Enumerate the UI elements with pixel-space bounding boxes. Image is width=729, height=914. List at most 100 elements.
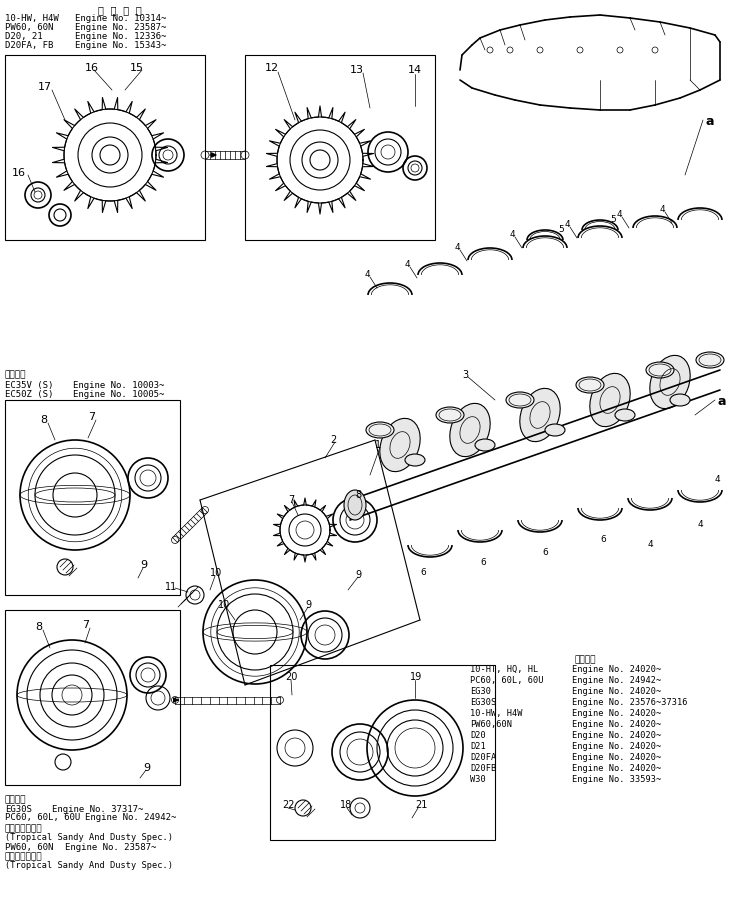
Text: EG30S: EG30S: [470, 698, 496, 707]
Text: 6: 6: [600, 535, 606, 544]
Text: (Tropical Sandy And Dusty Spec.): (Tropical Sandy And Dusty Spec.): [5, 861, 173, 870]
Text: 7: 7: [82, 620, 89, 630]
Text: 6: 6: [542, 548, 547, 557]
Text: 6: 6: [420, 568, 426, 577]
Text: D21: D21: [470, 742, 486, 751]
Text: 1: 1: [375, 440, 381, 450]
Text: 4: 4: [455, 243, 461, 252]
Ellipse shape: [506, 392, 534, 408]
Text: EC35V (S): EC35V (S): [5, 381, 53, 390]
Text: 4: 4: [660, 205, 666, 214]
Text: 4: 4: [715, 475, 721, 484]
Text: 16: 16: [12, 168, 26, 178]
Text: 11: 11: [165, 582, 177, 592]
Text: PW60, 60N: PW60, 60N: [5, 843, 53, 852]
Text: 22: 22: [282, 800, 295, 810]
Text: Engine No. 37317~: Engine No. 37317~: [52, 805, 144, 814]
Text: Engine No. 24020~: Engine No. 24020~: [572, 709, 661, 718]
Text: 5: 5: [558, 225, 564, 234]
Text: Engine No. 24020~: Engine No. 24020~: [572, 742, 661, 751]
Text: PC60, 60L, 60U: PC60, 60L, 60U: [5, 813, 80, 822]
Ellipse shape: [646, 362, 674, 378]
Bar: [270, 665, 495, 840]
Text: 8: 8: [35, 622, 42, 632]
Text: 8: 8: [355, 490, 361, 500]
Text: 10: 10: [218, 600, 230, 610]
Text: 4: 4: [698, 520, 703, 529]
Text: Engine No. 24020~: Engine No. 24020~: [572, 764, 661, 773]
Bar: [245, 55, 435, 240]
Bar: [5, 55, 205, 240]
Text: 熱带砂尘地仕樣: 熱带砂尘地仕樣: [5, 824, 42, 833]
Text: 4: 4: [617, 210, 623, 219]
Text: 12: 12: [265, 63, 279, 73]
Text: Engine No. 23587~: Engine No. 23587~: [65, 843, 157, 852]
Text: 熱带砂尘地仕樣: 熱带砂尘地仕樣: [5, 852, 42, 861]
Text: Engine No. 23576~37316: Engine No. 23576~37316: [572, 698, 687, 707]
Text: D20, 21: D20, 21: [5, 32, 42, 41]
Text: Engine No. 24020~: Engine No. 24020~: [572, 687, 661, 696]
Text: 4: 4: [648, 540, 654, 549]
Text: 19: 19: [410, 672, 422, 682]
Text: D20: D20: [470, 731, 486, 740]
Ellipse shape: [475, 439, 495, 451]
Ellipse shape: [344, 490, 366, 520]
Text: 4: 4: [565, 220, 571, 229]
Text: 4: 4: [365, 270, 370, 279]
Text: 13: 13: [350, 65, 364, 75]
Text: 適用号码: 適用号码: [5, 795, 26, 804]
Text: 21: 21: [415, 800, 427, 810]
Ellipse shape: [366, 422, 394, 438]
Ellipse shape: [545, 424, 565, 436]
Ellipse shape: [450, 403, 490, 457]
Text: 15: 15: [130, 63, 144, 73]
Text: a: a: [718, 395, 727, 408]
Text: EG30S: EG30S: [5, 805, 32, 814]
Text: D20FA: D20FA: [470, 753, 496, 762]
Text: D20FB: D20FB: [470, 764, 496, 773]
Text: 4: 4: [510, 230, 515, 239]
Ellipse shape: [696, 352, 724, 368]
Text: PW60, 60N: PW60, 60N: [5, 23, 53, 32]
Text: 10-HT, HQ, HL: 10-HT, HQ, HL: [470, 665, 538, 674]
Bar: [5, 400, 180, 595]
Ellipse shape: [670, 394, 690, 406]
Text: Engine No. 24942~: Engine No. 24942~: [85, 813, 176, 822]
Ellipse shape: [576, 377, 604, 393]
Text: 17: 17: [38, 82, 52, 92]
Text: Engine No. 24020~: Engine No. 24020~: [572, 753, 661, 762]
Ellipse shape: [615, 409, 635, 421]
Text: 9: 9: [355, 570, 361, 580]
Text: Engine No. 10003~: Engine No. 10003~: [73, 381, 164, 390]
Text: Engine No. 24020~: Engine No. 24020~: [572, 720, 661, 729]
Text: 10: 10: [210, 568, 222, 578]
Text: 14: 14: [408, 65, 422, 75]
Ellipse shape: [405, 454, 425, 466]
Text: Engine No. 10005~: Engine No. 10005~: [73, 390, 164, 399]
Text: Engine No. 24942~: Engine No. 24942~: [572, 676, 661, 685]
Bar: [5, 610, 180, 785]
Text: PC60, 60L, 60U: PC60, 60L, 60U: [470, 676, 544, 685]
Text: 7: 7: [88, 412, 95, 422]
Text: Engine No. 24020~: Engine No. 24020~: [572, 665, 661, 674]
Text: W30: W30: [470, 775, 486, 784]
Text: 適用号码: 適用号码: [5, 370, 26, 379]
Text: (Tropical Sandy And Dusty Spec.): (Tropical Sandy And Dusty Spec.): [5, 833, 173, 842]
Text: 10-HW, H4W: 10-HW, H4W: [5, 14, 59, 23]
Text: PW60,60N: PW60,60N: [470, 720, 512, 729]
Text: 16: 16: [85, 63, 99, 73]
Text: a: a: [706, 115, 714, 128]
Text: Engine No. 33593~: Engine No. 33593~: [572, 775, 661, 784]
Text: 18: 18: [340, 800, 352, 810]
Text: 10-HW, H4W: 10-HW, H4W: [470, 709, 523, 718]
Text: Engine No. 10314~: Engine No. 10314~: [75, 14, 166, 23]
Text: 6: 6: [480, 558, 486, 567]
Text: 20: 20: [285, 672, 297, 682]
Text: 5: 5: [610, 215, 616, 224]
Text: EG30: EG30: [470, 687, 491, 696]
Text: 8: 8: [40, 415, 47, 425]
Ellipse shape: [380, 419, 420, 472]
Text: 7: 7: [288, 495, 295, 505]
Text: 9: 9: [140, 560, 147, 570]
Text: 4: 4: [405, 260, 410, 269]
